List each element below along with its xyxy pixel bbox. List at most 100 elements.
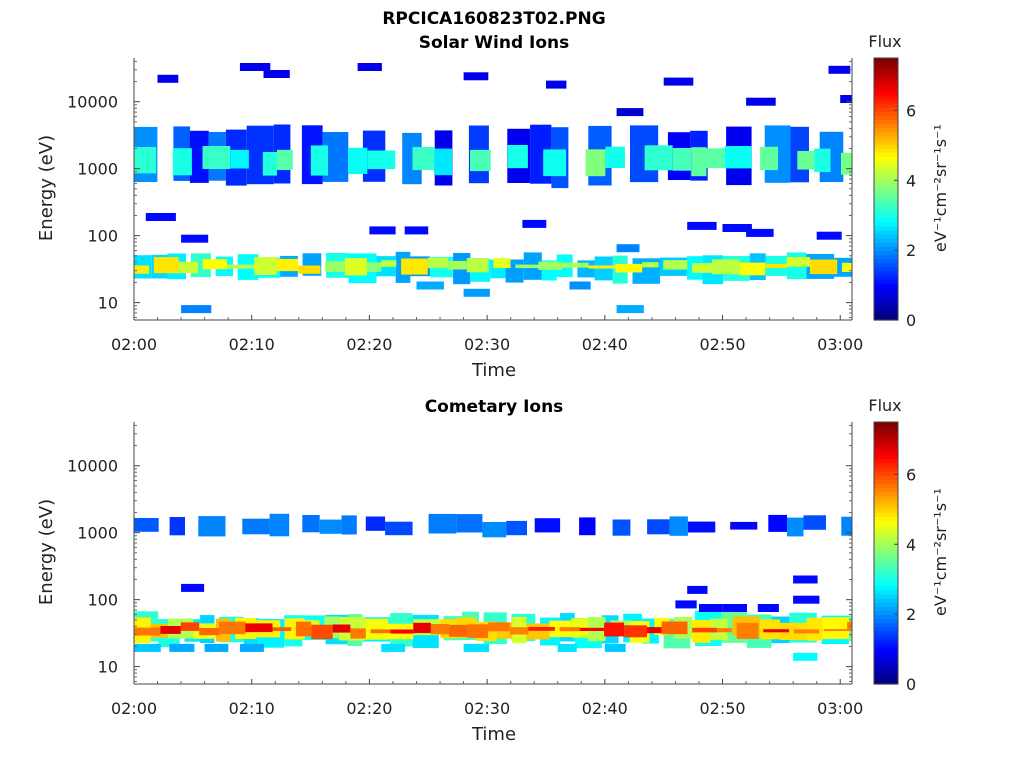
colorbar-tick-label: 6 <box>906 101 916 120</box>
flux-blob <box>687 221 717 230</box>
flux-blob <box>134 643 161 652</box>
flux-band-cell <box>298 265 321 274</box>
flux-blob <box>746 228 774 237</box>
flux-blob <box>239 643 264 652</box>
colorbar-segment <box>874 70 898 75</box>
colorbar-segment <box>874 430 898 435</box>
colorbar-segment <box>874 74 898 80</box>
flux-band-cell <box>390 629 414 634</box>
flux-band-cell <box>401 258 428 275</box>
colorbar-segment <box>874 242 898 247</box>
colorbar-segment <box>874 679 898 685</box>
colorbar-segment <box>874 557 898 562</box>
colorbar-segment <box>874 270 898 276</box>
x-tick-label: 02:40 <box>582 699 628 718</box>
colorbar-segment <box>874 524 898 530</box>
flux-blob <box>416 281 444 290</box>
flux-band-cell <box>434 148 453 176</box>
flux-blob <box>369 226 396 235</box>
colorbar-tick-label: 6 <box>906 465 916 484</box>
flux-band-cell <box>687 521 716 533</box>
colorbar-segment <box>874 189 898 194</box>
x-tick-label: 02:00 <box>111 335 157 354</box>
flux-band-cell <box>841 262 852 272</box>
colorbar-segment <box>874 156 898 161</box>
colorbar-segment <box>874 475 898 480</box>
colorbar-segment <box>874 193 898 198</box>
y-tick-label: 1000 <box>77 524 118 543</box>
colorbar-segment <box>874 520 898 525</box>
flux-band-cell <box>178 261 199 274</box>
y-axis-label: Energy (eV) <box>36 499 57 605</box>
colorbar-segment <box>874 565 898 570</box>
colorbar-segment <box>874 201 898 206</box>
colorbar-segment <box>874 462 898 468</box>
flux-band-cell <box>202 259 227 270</box>
colorbar-segment <box>874 471 898 476</box>
colorbar-segment <box>874 291 898 297</box>
flux-blob <box>687 585 708 594</box>
colorbar-segment <box>874 450 898 456</box>
x-tick-label: 02:20 <box>346 335 392 354</box>
colorbar-segment <box>874 577 898 583</box>
flux-band-cell <box>841 516 852 536</box>
colorbar-segment <box>874 503 898 509</box>
colorbar: 0 2 4 6 <box>873 421 916 694</box>
flux-band-cell <box>588 265 616 269</box>
flux-band-cell <box>160 626 181 634</box>
x-tick-label: 02:00 <box>111 699 157 718</box>
colorbar: 0 2 4 6 <box>873 57 916 330</box>
colorbar-segment <box>874 532 898 538</box>
flux-band-cell <box>615 263 643 273</box>
flux-band-cell <box>780 622 807 640</box>
flux-band-cell <box>787 517 804 537</box>
plot-area <box>134 422 852 684</box>
flux-band-cell <box>644 145 673 171</box>
colorbar-segment <box>874 299 898 305</box>
flux-blob <box>840 95 852 103</box>
colorbar-segment <box>874 671 898 677</box>
flux-band-cell <box>585 149 606 177</box>
colorbar-title: Flux <box>868 32 901 51</box>
x-axis-label: Time <box>471 724 516 745</box>
colorbar-segment <box>874 618 898 624</box>
colorbar-segment <box>874 602 898 607</box>
colorbar-segment <box>874 160 898 166</box>
colorbar-segment <box>874 82 898 88</box>
colorbar-segment <box>874 512 898 517</box>
x-tick-label: 02:20 <box>346 699 392 718</box>
flux-band-cell <box>810 259 838 275</box>
flux-blob <box>263 70 290 78</box>
flux-band-cell <box>198 516 226 537</box>
flux-band-cell <box>153 257 179 274</box>
flux-band-cell <box>822 617 849 640</box>
flux-band-cell <box>199 628 220 636</box>
colorbar-segment <box>874 164 898 170</box>
colorbar-unit-label: eV⁻¹cm⁻²sr⁻¹s⁻¹ <box>931 124 950 252</box>
colorbar-segment <box>874 274 898 280</box>
colorbar-tick-label: 0 <box>906 675 916 694</box>
colorbar-segment <box>874 78 898 84</box>
colorbar-segment <box>874 622 898 628</box>
flux-band-cell <box>786 257 811 267</box>
colorbar-segment <box>874 197 898 202</box>
colorbar-segment <box>874 205 898 211</box>
flux-band-cell <box>797 151 815 170</box>
flux-blob <box>357 63 382 71</box>
colorbar-segment <box>874 250 898 256</box>
flux-band-cell <box>506 520 527 536</box>
flux-band-cell <box>430 624 450 635</box>
flux-blob <box>604 643 626 652</box>
colorbar-tick-label: 2 <box>906 605 916 624</box>
flux-blob <box>616 305 644 314</box>
flux-band-cell <box>302 515 320 533</box>
flux-band-cell <box>604 622 625 637</box>
flux-band-cell <box>189 130 209 183</box>
flux-band-cell <box>134 147 157 174</box>
flux-blob <box>557 643 577 652</box>
flux-band-cell <box>669 516 688 536</box>
flux-band-cell <box>661 621 688 635</box>
flux-band-cell <box>823 629 848 631</box>
flux-band-cell <box>341 515 357 535</box>
colorbar-segment <box>874 127 898 133</box>
